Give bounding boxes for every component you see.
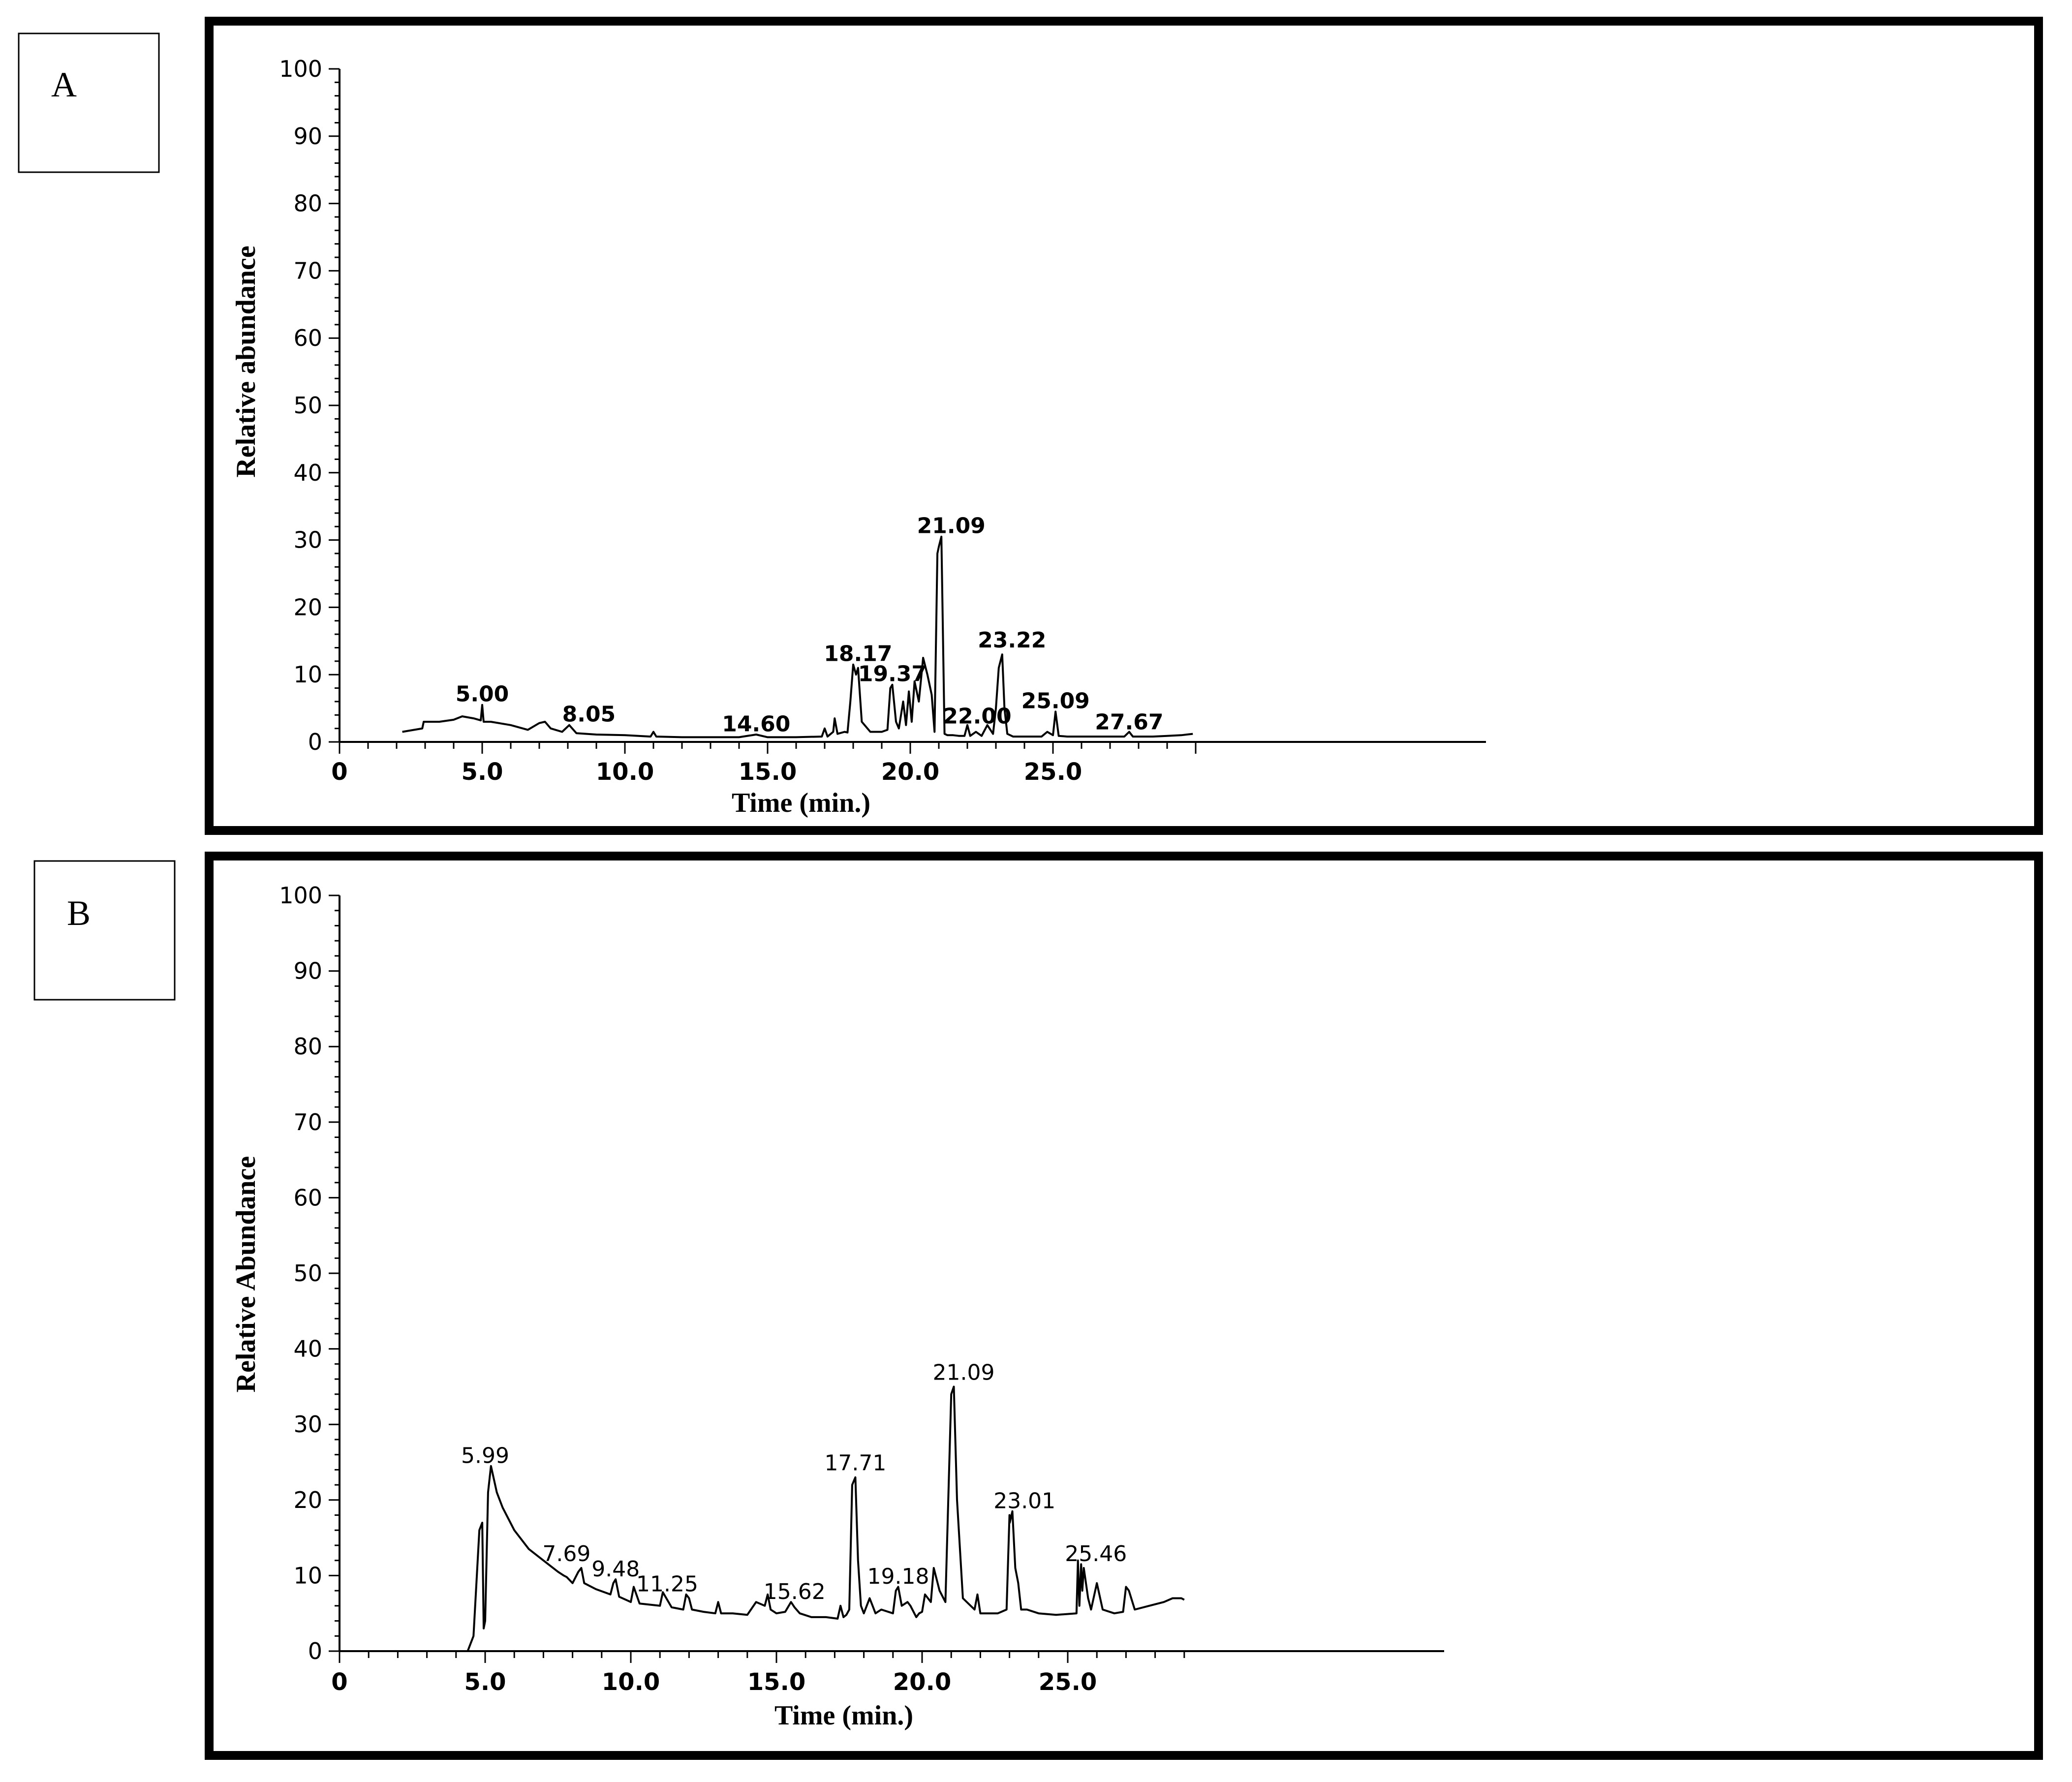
y-tick-label: 70 <box>293 257 322 284</box>
peak-label: 25.09 <box>1021 688 1090 713</box>
peak-label: 14.60 <box>722 711 790 737</box>
panel-b: B 0 10 20 30 40 50 60 70 80 90 100 0 5.0 10.0 15.0 20.… <box>33 852 2043 1760</box>
panel-a-label: A <box>51 65 77 104</box>
peak-label: 21.09 <box>917 514 986 539</box>
x-tick-label: 20.0 <box>881 758 939 786</box>
y-tick-label: 60 <box>293 325 322 351</box>
x-tick-label: 15.0 <box>747 1668 805 1696</box>
x-tick-label: 10.0 <box>596 758 654 786</box>
y-tick-label: 90 <box>293 958 322 984</box>
panel-b-label: B <box>67 893 91 933</box>
peak-label: 21.09 <box>933 1360 995 1385</box>
panel-a-y-axis-title: Relative abundance <box>231 246 261 477</box>
y-tick-label: 20 <box>293 594 322 620</box>
peak-label: 18.17 <box>824 642 892 667</box>
panel-a-x-ticks: 0 5.0 10.0 15.0 20.0 25.0 <box>331 742 1197 786</box>
y-tick-label: 40 <box>293 1336 322 1362</box>
y-tick-label: 90 <box>293 123 322 150</box>
panel-b-x-ticks: 0 5.0 10.0 15.0 20.0 25.0 <box>331 1651 1185 1696</box>
peak-label: 8.05 <box>562 702 616 727</box>
y-tick-label: 20 <box>293 1487 322 1513</box>
peak-label: 5.99 <box>461 1443 509 1468</box>
panel-a-x-axis-title: Time (min.) <box>732 788 870 818</box>
panel-a-chromatogram-trace <box>402 535 1193 738</box>
panel-b-axes: 0 10 20 30 40 50 60 70 80 90 100 0 5.0 10.0 15.0 20.0 2… <box>279 882 1444 1696</box>
peak-label: 5.00 <box>456 682 509 707</box>
panel-a-frame <box>205 17 2043 835</box>
y-tick-label: 0 <box>308 1638 322 1664</box>
panel-a-axes: 0 10 20 30 40 50 60 70 80 90 100 0 5.0 10.0 15.0 20.0 2… <box>279 56 1486 786</box>
y-tick-label: 50 <box>293 392 322 419</box>
peak-label: 22.00 <box>943 704 1011 729</box>
x-tick-label: 0 <box>331 758 347 786</box>
y-tick-label: 0 <box>308 729 322 755</box>
peak-label: 17.71 <box>824 1451 886 1476</box>
panel-b-y-axis-title: Relative Abundance <box>231 1156 261 1393</box>
peak-label: 19.37 <box>858 662 927 687</box>
panel-a-label-box <box>18 32 160 173</box>
y-tick-label: 10 <box>293 1562 322 1589</box>
x-tick-label: 5.0 <box>461 758 503 786</box>
x-tick-label: 5.0 <box>464 1668 506 1696</box>
y-tick-label: 30 <box>293 527 322 553</box>
peak-label: 7.69 <box>542 1541 590 1567</box>
panel-a-y-ticks: 0 10 20 30 40 50 60 70 80 90 100 <box>279 56 340 755</box>
y-tick-label: 10 <box>293 661 322 688</box>
y-tick-label: 40 <box>293 460 322 486</box>
panel-a: A 0 10 20 30 40 50 60 70 80 90 100 0 5.0 10.0 15.0 20.… <box>18 17 2043 835</box>
panel-b-y-ticks: 0 10 20 30 40 50 60 70 80 90 100 <box>279 882 340 1664</box>
y-tick-label: 80 <box>293 1033 322 1060</box>
panel-b-x-axis-title: Time (min.) <box>774 1700 913 1731</box>
peak-label: 19.18 <box>867 1564 929 1589</box>
peak-label: 9.48 <box>591 1557 640 1582</box>
x-tick-label: 25.0 <box>1039 1668 1097 1696</box>
x-tick-label: 10.0 <box>602 1668 660 1696</box>
y-tick-label: 60 <box>293 1184 322 1211</box>
y-tick-label: 30 <box>293 1411 322 1438</box>
y-tick-label: 100 <box>279 882 322 909</box>
panel-b-label-box <box>33 860 176 1001</box>
peak-label: 23.01 <box>993 1489 1055 1514</box>
y-tick-label: 100 <box>279 56 322 82</box>
peak-label: 25.46 <box>1065 1541 1127 1567</box>
y-tick-label: 70 <box>293 1109 322 1136</box>
x-tick-label: 15.0 <box>739 758 797 786</box>
y-tick-label: 80 <box>293 190 322 217</box>
peak-label: 23.22 <box>978 628 1046 653</box>
peak-label: 11.25 <box>636 1571 698 1597</box>
x-tick-label: 25.0 <box>1024 758 1082 786</box>
x-tick-label: 0 <box>331 1668 347 1696</box>
x-tick-label: 20.0 <box>893 1668 951 1696</box>
peak-label: 27.67 <box>1095 709 1163 735</box>
peak-label: 15.62 <box>764 1579 826 1604</box>
y-tick-label: 50 <box>293 1260 322 1287</box>
panel-b-chromatogram-trace <box>466 1385 1185 1652</box>
